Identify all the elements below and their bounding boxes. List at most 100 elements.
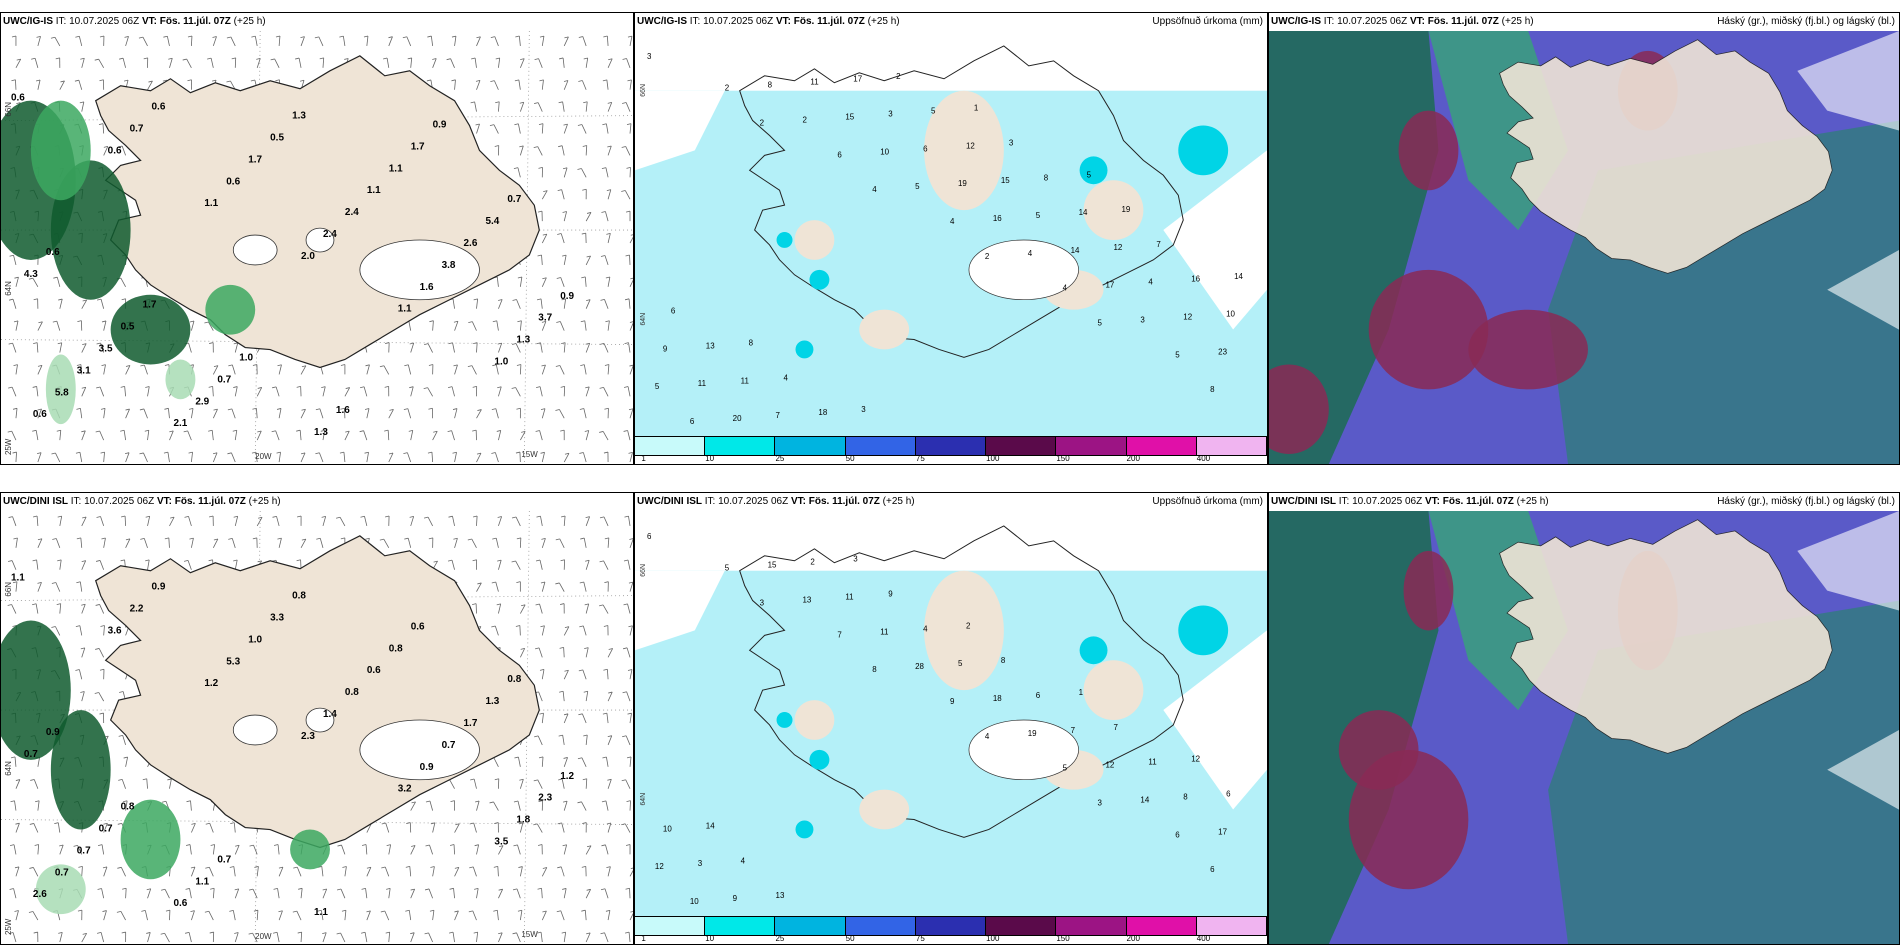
wind-barb-flag <box>473 342 478 344</box>
wind-barb-flag <box>339 35 344 38</box>
wind-barb-flag <box>469 866 474 869</box>
wind-barb-flag <box>359 430 364 433</box>
wind-barb <box>322 57 325 68</box>
wind-barb-flag <box>140 538 145 540</box>
wind-barb <box>125 888 127 899</box>
precip-value-label: 0.7 <box>217 374 231 385</box>
wind-barb-flag <box>13 364 18 366</box>
wind-barb-flag <box>629 538 633 540</box>
wind-barb <box>37 36 41 47</box>
precip-amount-label: 12 <box>1191 755 1200 764</box>
wind-barb-flag <box>12 625 17 627</box>
wind-barb-flag <box>340 407 345 410</box>
wind-barb <box>584 276 587 287</box>
precip-value-label: 0.9 <box>420 762 434 773</box>
wind-barb <box>364 516 368 527</box>
wind-barb <box>233 822 236 833</box>
wind-barb <box>409 866 412 877</box>
wind-barb-flag <box>7 430 12 433</box>
wind-barb-flag <box>579 408 584 410</box>
wind-barb-flag <box>469 822 474 825</box>
wind-barb-flag <box>491 452 496 454</box>
wind-barb-flag <box>75 451 81 454</box>
wind-barb <box>476 515 478 526</box>
model-name: UWC/DINI ISL <box>3 496 68 507</box>
wind-barb <box>55 626 61 636</box>
wind-barb <box>80 364 83 375</box>
wind-barb-flag <box>251 35 256 38</box>
wind-barb <box>473 822 477 833</box>
colorbar-tick-label: 400 <box>1196 454 1211 463</box>
wind-barb <box>563 757 568 767</box>
wind-barb <box>540 298 543 309</box>
wind-barb <box>563 844 568 855</box>
glacier <box>305 227 335 253</box>
wind-barb <box>35 603 39 614</box>
wind-barb <box>55 538 61 548</box>
wind-barb-flag <box>625 210 631 213</box>
wind-barb <box>454 538 458 548</box>
wind-barb-flag <box>623 386 629 388</box>
wind-barb-flag <box>490 80 495 83</box>
wind-barb <box>366 408 370 419</box>
precip-amount-label: 4 <box>1028 249 1033 258</box>
wind-barb <box>496 910 499 921</box>
panel-header: UWC/DINI ISL IT: 10.07.2025 06Z VT: Fös.… <box>1269 493 1899 511</box>
wind-barb-flag <box>402 36 407 39</box>
wind-barb <box>582 452 587 463</box>
wind-barb <box>147 386 150 397</box>
wind-barb-flag <box>37 408 42 411</box>
wind-barb <box>322 932 327 943</box>
heavy-precip-spot <box>795 820 814 839</box>
precip-area <box>50 710 111 830</box>
wind-barb-flag <box>168 57 173 60</box>
iceland-outline <box>739 525 1184 838</box>
colorbar-tick-label: 25 <box>775 934 785 943</box>
wind-barb <box>366 35 369 46</box>
wind-barb-flag <box>533 823 538 826</box>
wind-barb-flag <box>476 36 481 39</box>
wind-barb <box>582 669 587 680</box>
wind-barb <box>628 298 631 309</box>
dry-land-patch <box>859 309 910 350</box>
precip-area <box>110 294 191 365</box>
wind-barb <box>253 845 258 855</box>
precip-amount-label: 4 <box>923 624 928 633</box>
wind-barb <box>496 320 499 331</box>
wind-barb <box>212 36 217 47</box>
wind-barb <box>234 888 240 899</box>
precip-area <box>205 284 256 335</box>
wind-barb <box>541 888 543 899</box>
wind-barb-flag <box>489 801 494 804</box>
wind-barb <box>79 452 83 463</box>
wind-barb <box>15 364 18 375</box>
wind-barb <box>121 145 126 156</box>
wind-barb-flag <box>622 735 627 738</box>
wind-barb-flag <box>300 452 306 455</box>
wind-barb-flag <box>429 320 434 323</box>
wind-barb <box>191 866 196 877</box>
wind-barb-flag <box>561 342 566 344</box>
wind-barb <box>103 408 106 419</box>
wind-barb-flag <box>322 932 327 934</box>
wind-barb <box>629 452 633 463</box>
wind-barb <box>300 932 303 943</box>
wind-barb-flag <box>603 625 608 627</box>
wind-barb <box>98 648 105 658</box>
wind-barb <box>585 603 590 614</box>
wind-barb <box>410 386 414 397</box>
wind-barb-flag <box>604 364 610 366</box>
wind-barb <box>563 80 569 90</box>
wind-barb <box>37 321 43 331</box>
wind-barb <box>344 910 347 921</box>
precip-value-label: 0.9 <box>560 291 574 302</box>
panel-header: UWC/IG-IS IT: 10.07.2025 06Z VT: Fös. 11… <box>1269 13 1899 31</box>
it-label: IT: <box>70 496 82 507</box>
precip-amount-label: 5 <box>1063 764 1068 773</box>
precip-amount-label: 18 <box>818 408 827 417</box>
wind-barb-flag <box>557 866 562 869</box>
wind-barb <box>495 408 499 419</box>
wind-barb-flag <box>584 430 589 432</box>
wind-barb <box>581 801 587 811</box>
wind-barb-flag <box>231 57 236 60</box>
